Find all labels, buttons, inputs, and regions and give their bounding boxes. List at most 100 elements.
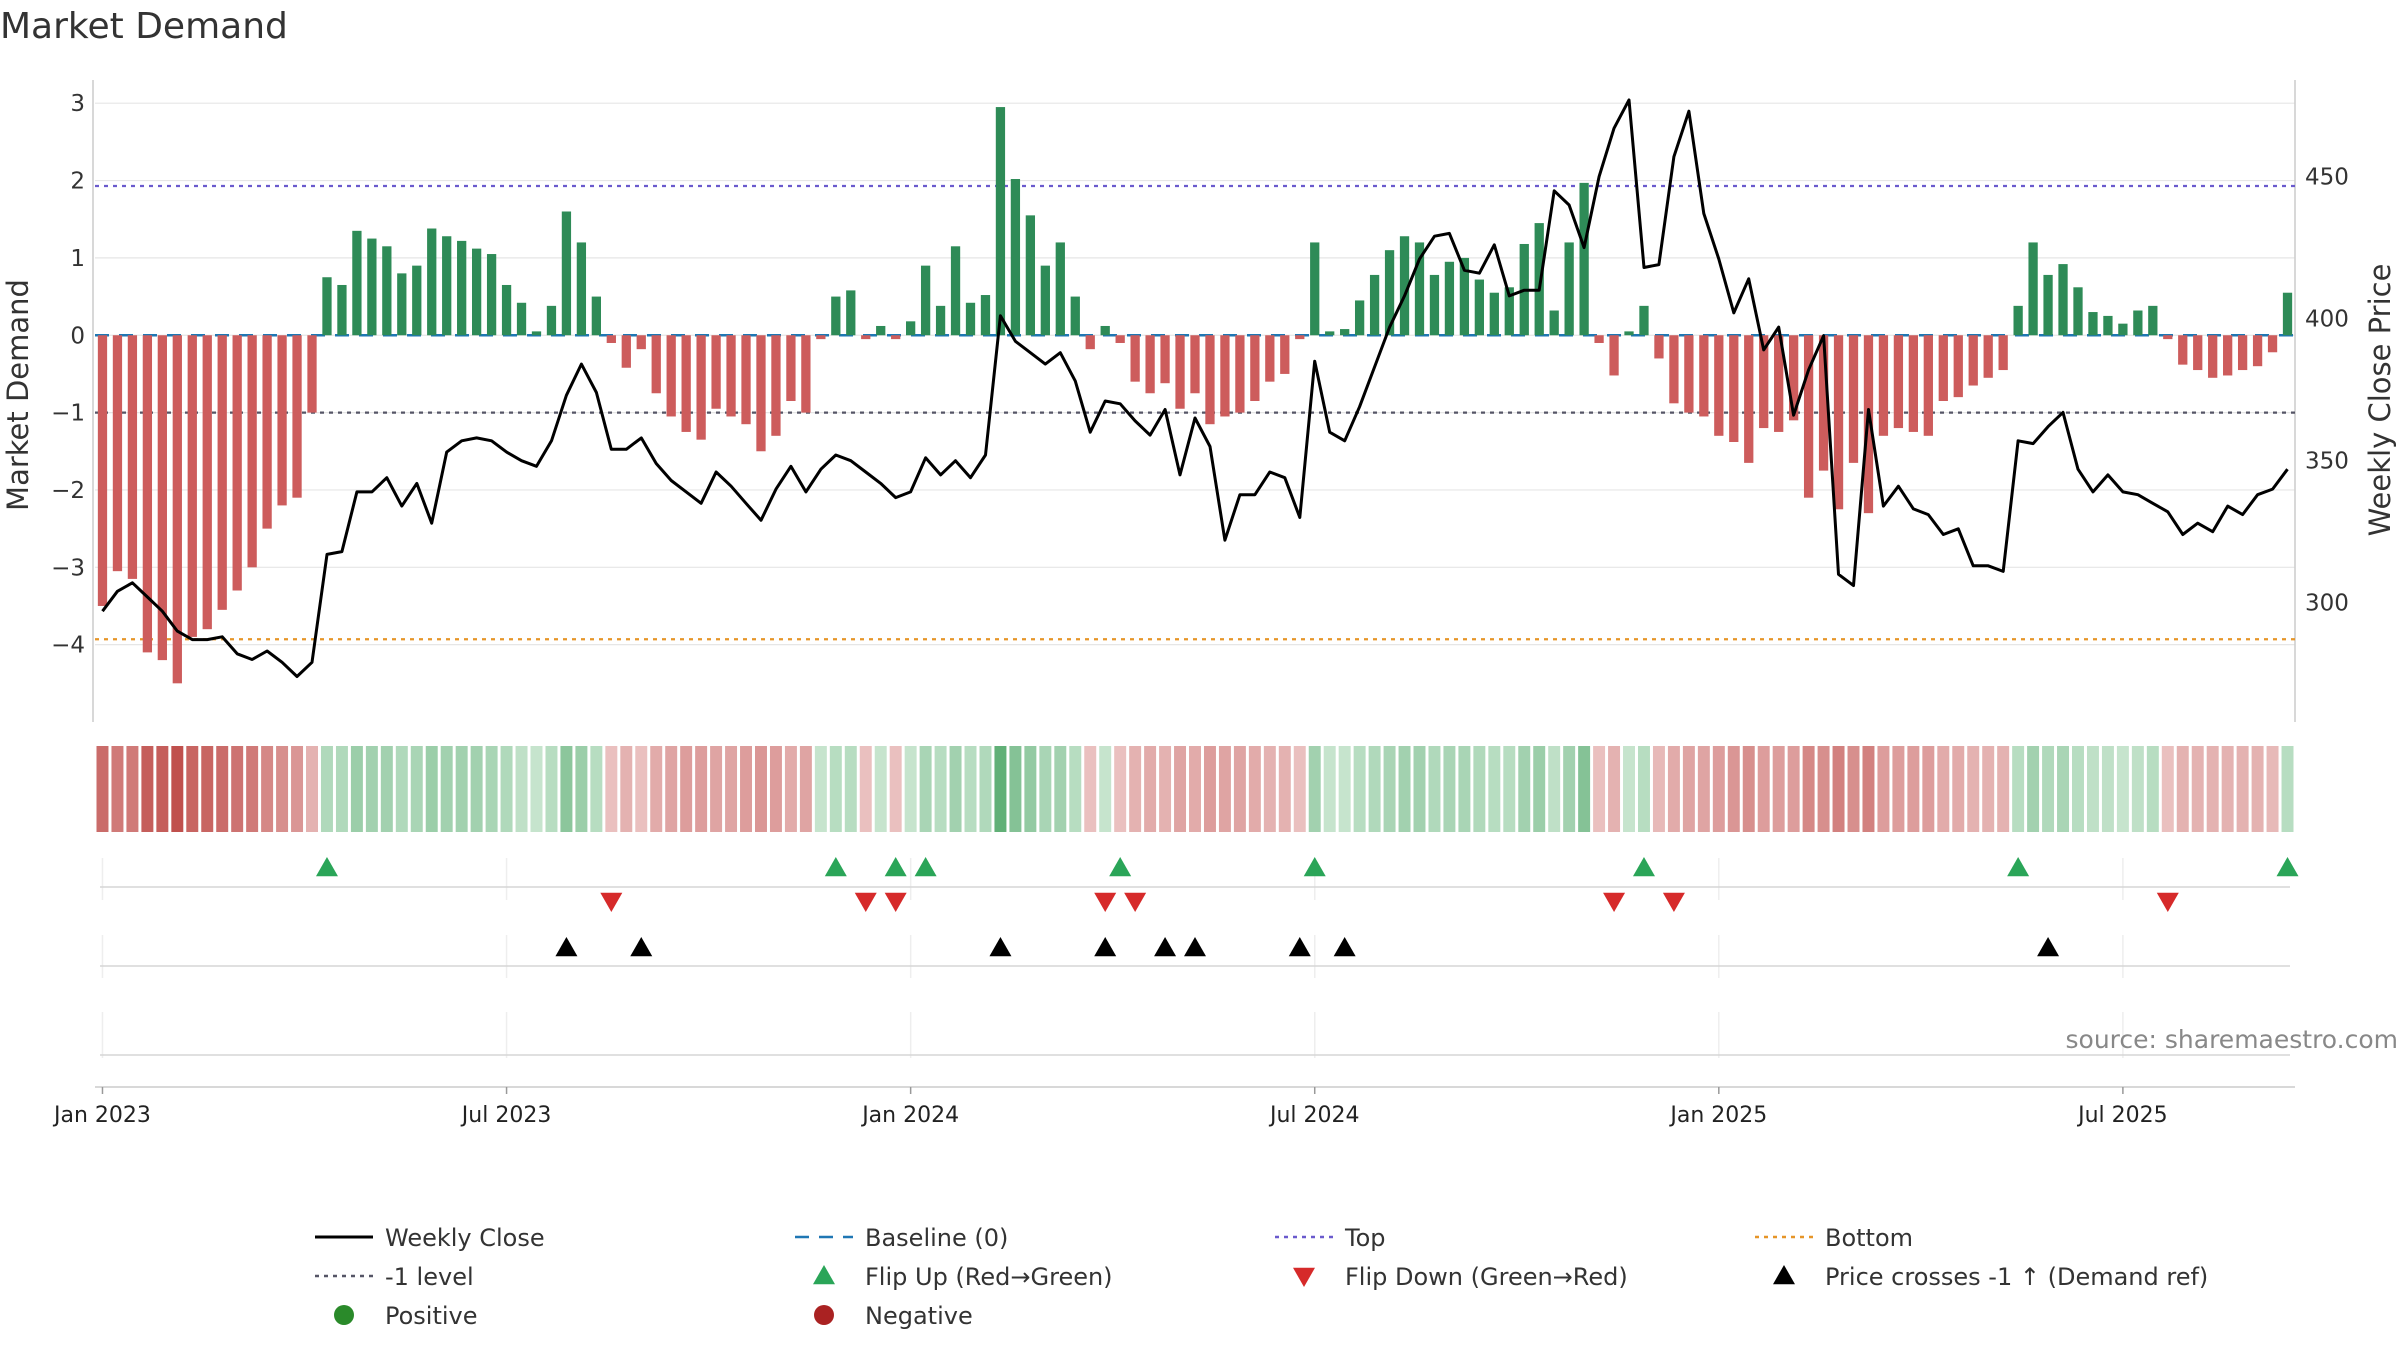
state-cell-74	[1203, 746, 1216, 832]
demand-bar-110	[1744, 335, 1754, 463]
demand-bar-67	[1100, 325, 1110, 336]
state-cell-143	[2236, 746, 2249, 832]
demand-bar-120	[1893, 335, 1904, 429]
state-cell-37	[650, 746, 663, 832]
state-cell-62	[1024, 746, 1037, 832]
demand-bar-142	[2223, 335, 2233, 376]
y-tick-left-7: −4	[51, 633, 85, 659]
event-rows	[95, 857, 2299, 1088]
demand-bar-65	[1070, 296, 1080, 336]
state-cell-123	[1937, 746, 1950, 832]
state-cell-65	[1069, 746, 1082, 832]
demand-bar-7	[202, 335, 212, 630]
demand-bar-5	[172, 335, 182, 684]
demand-bar-58	[965, 302, 976, 336]
state-cell-0	[96, 746, 109, 832]
demand-bar-111	[1759, 335, 1769, 429]
state-cell-79	[1278, 746, 1291, 832]
demand-bar-31	[561, 211, 572, 336]
demand-bar-52	[876, 325, 886, 336]
state-cell-50	[844, 746, 857, 832]
demand-bar-119	[1878, 335, 1889, 436]
demand-bar-54	[906, 321, 916, 336]
state-cell-53	[889, 746, 902, 832]
demand-bar-116	[1833, 335, 1844, 510]
flip-down-marker-0	[600, 892, 623, 912]
y-axis-right-label: Weekly Close Price	[2363, 264, 2397, 537]
state-cell-16	[335, 746, 348, 832]
state-cell-141	[2206, 746, 2219, 832]
x-tick-1: Jul 2023	[460, 1103, 552, 1128]
state-cell-11	[261, 746, 274, 832]
state-cell-57	[949, 746, 962, 832]
demand-bar-53	[891, 335, 901, 340]
demand-bar-133	[2088, 312, 2098, 336]
state-cell-89	[1428, 746, 1441, 832]
state-cell-134	[2101, 746, 2114, 832]
state-cell-68	[1114, 746, 1127, 832]
demand-bar-114	[1803, 335, 1814, 498]
legend-label-8: Positive	[385, 1302, 478, 1330]
price-cross-marker-6	[1288, 937, 1311, 957]
price-cross-marker-1	[630, 937, 653, 957]
state-cell-15	[320, 746, 333, 832]
state-cell-116	[1832, 746, 1845, 832]
demand-bar-112	[1774, 335, 1784, 432]
demand-bar-81	[1310, 242, 1320, 336]
state-cell-38	[665, 746, 678, 832]
demand-bar-50	[846, 290, 856, 336]
state-cell-91	[1458, 746, 1471, 832]
legend-swatch-5	[813, 1265, 835, 1285]
demand-bar-124	[1953, 335, 1963, 398]
y-tick-right-0: 450	[2305, 165, 2349, 191]
y-tick-left-4: −1	[51, 401, 85, 427]
demand-bar-18	[367, 238, 377, 336]
state-cell-111	[1757, 746, 1770, 832]
demand-bar-113	[1789, 335, 1799, 421]
legend-label-1: Baseline (0)	[865, 1224, 1008, 1252]
demand-bar-143	[2237, 335, 2248, 371]
demand-bar-108	[1714, 335, 1724, 436]
state-cell-107	[1697, 746, 1710, 832]
state-cell-1	[111, 746, 124, 832]
demand-bar-3	[142, 335, 153, 653]
demand-bar-68	[1115, 335, 1125, 343]
legend: Weekly Close Baseline (0) Top Bottom -1 leve…	[315, 1224, 2208, 1330]
state-cell-124	[1952, 746, 1965, 832]
demand-bar-32	[576, 242, 587, 336]
flip-down-marker-3	[1094, 892, 1117, 912]
demand-bar-94	[1504, 287, 1514, 336]
x-tick-4: Jan 2025	[1668, 1103, 1767, 1128]
state-cell-77	[1248, 746, 1261, 832]
state-cell-117	[1847, 746, 1860, 832]
state-cell-55	[919, 746, 932, 832]
state-cell-86	[1383, 746, 1396, 832]
state-cell-82	[1323, 746, 1336, 832]
demand-bar-42	[726, 335, 736, 417]
demand-bar-123	[1938, 335, 1948, 401]
demand-bar-0	[97, 335, 108, 606]
state-cell-110	[1742, 746, 1755, 832]
demand-bar-55	[920, 265, 931, 336]
state-cell-12	[276, 746, 289, 832]
demand-bar-87	[1399, 236, 1410, 336]
demand-bar-126	[1983, 335, 1993, 378]
demand-bar-59	[980, 295, 991, 336]
state-cell-18	[365, 746, 378, 832]
demand-bar-48	[816, 335, 826, 340]
demand-bar-9	[232, 335, 242, 591]
state-cell-121	[1907, 746, 1920, 832]
demand-bar-127	[1998, 335, 2008, 371]
demand-bar-51	[861, 335, 871, 340]
state-cell-137	[2146, 746, 2159, 832]
demand-bar-21	[412, 265, 422, 336]
state-cell-59	[979, 746, 992, 832]
demand-bar-140	[2193, 335, 2203, 371]
state-cell-76	[1233, 746, 1246, 832]
demand-bar-90	[1444, 261, 1455, 336]
state-cell-112	[1772, 746, 1785, 832]
demand-bar-134	[2103, 315, 2113, 336]
legend-swatch-8	[334, 1305, 354, 1325]
state-cell-26	[485, 746, 498, 832]
demand-bar-96	[1534, 223, 1544, 336]
